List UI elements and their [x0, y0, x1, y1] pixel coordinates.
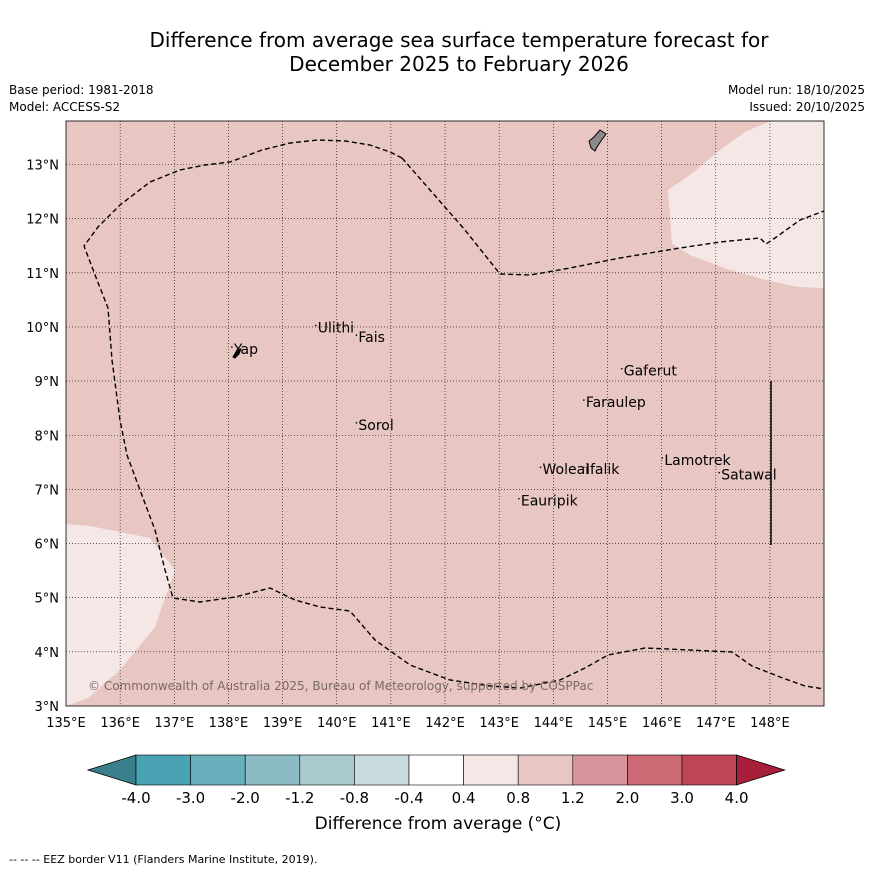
graticule: [66, 121, 824, 706]
lon-tick-label: 138°E: [209, 716, 249, 731]
place-marker: [231, 346, 233, 348]
place-marker: [355, 422, 358, 424]
place-marker: [583, 399, 585, 401]
colorbar-bin: [627, 754, 683, 786]
meta-right: Model run: 18/10/2025 Issued: 20/10/2025: [728, 82, 865, 116]
lat-tick-label: 13°N: [26, 159, 59, 174]
lon-tick-label: 143°E: [479, 716, 519, 731]
colorbar-bin: [517, 754, 574, 786]
colorbar-bin: [572, 754, 628, 786]
colorbar-bin: [135, 754, 191, 786]
issued-date: Issued: 20/10/2025: [749, 100, 865, 114]
lat-tick-label: 3°N: [35, 700, 60, 715]
place-marker: [661, 457, 664, 459]
place-label-ifalik: Ifalik: [586, 462, 620, 478]
colorbar-title: Difference from average (°C): [314, 814, 562, 834]
lon-tick-label: 145°E: [588, 716, 628, 731]
lat-tick-label: 12°N: [26, 213, 59, 228]
colorbar-tick-label: -3.0: [176, 789, 205, 807]
place-marker: [620, 367, 623, 370]
place-label-lamotrek: Lamotrek: [664, 453, 731, 469]
eez-border-main: [83, 139, 825, 690]
colorbar-bin: [681, 754, 737, 786]
colorbar-tick-label: -2.0: [231, 789, 260, 807]
lon-tick-label: 141°E: [371, 716, 411, 731]
lat-tick-label: 8°N: [35, 429, 60, 444]
colorbar-tick-label: -4.0: [121, 789, 150, 807]
colorbar-tick-label: 1.2: [561, 789, 585, 807]
colorbar-tick-label: 0.4: [452, 789, 476, 807]
guam-island: [588, 129, 607, 152]
colorbar-tick-label: 3.0: [670, 789, 694, 807]
model-name: Model: ACCESS-S2: [9, 100, 121, 114]
place-label-sorol: Sorol: [358, 418, 393, 434]
anomaly-region-sw: [66, 524, 175, 706]
place-label-faraulep: Faraulep: [586, 395, 646, 411]
colorbar-tick-label: 2.0: [615, 789, 639, 807]
lon-tick-label: 140°E: [317, 716, 357, 731]
lon-tick-label: 137°E: [155, 716, 195, 731]
colorbar-tick-label: -0.4: [394, 789, 423, 807]
lat-tick-label: 9°N: [35, 375, 60, 390]
map-frame: [65, 120, 825, 707]
meta-left: Base period: 1981-2018 Model: ACCESS-S2: [9, 82, 154, 116]
lat-tick-label: 6°N: [35, 538, 60, 553]
lat-tick-label: 10°N: [26, 321, 59, 336]
lon-tick-label: 142°E: [425, 716, 465, 731]
colorbar-bin: [299, 754, 355, 786]
place-label-eauripik: Eauripik: [521, 494, 579, 510]
colorbar-bin: [244, 754, 301, 786]
base-period: Base period: 1981-2018: [9, 83, 154, 97]
anomaly-region-ne: [668, 121, 824, 288]
place-label-woleai: Woleai: [543, 462, 590, 478]
place-label-fais: Fais: [358, 330, 385, 346]
colorbar: -4.0 -3.0 -2.0 -1.2 -0.8 -0.4 0.4 0.8 1.2 2.0 3.0 4…: [86, 754, 786, 807]
colorbar-bin: [354, 754, 410, 786]
axes-labels: 135°E 136°E 137°E 138°E 139°E 140°E 141°E 142°E…: [26, 159, 789, 732]
lon-tick-label: 135°E: [46, 716, 86, 731]
eez-border-north: [401, 157, 825, 276]
colorbar-low-extend: [86, 754, 137, 786]
place-marker: [355, 334, 358, 336]
lon-tick-label: 139°E: [263, 716, 303, 731]
yap-island: [232, 348, 242, 359]
place-label-yap: Yap: [233, 342, 258, 358]
colorbar-tick-label: 4.0: [725, 789, 749, 807]
lat-tick-label: 4°N: [35, 646, 60, 661]
copyright-text: © Commonwealth of Australia 2025, Bureau…: [88, 679, 593, 693]
lon-tick-label: 136°E: [100, 716, 140, 731]
footnote: -- -- -- EEZ border V11 (Flanders Marine…: [9, 853, 318, 866]
place-marker: [539, 466, 542, 469]
lon-tick-label: 144°E: [534, 716, 574, 731]
colorbar-tick-label: -1.2: [285, 789, 314, 807]
colorbar-tick-label: -0.8: [340, 789, 369, 807]
place-marker: [518, 497, 520, 500]
lat-tick-label: 7°N: [35, 483, 60, 498]
title-line-1: Difference from average sea surface temp…: [149, 28, 769, 52]
colorbar-high-extend: [736, 754, 786, 786]
colorbar-bin: [190, 754, 246, 786]
lon-tick-label: 147°E: [696, 716, 736, 731]
place-marker: [583, 466, 585, 469]
model-run: Model run: 18/10/2025: [727, 83, 865, 97]
colorbar-bin: [408, 754, 464, 786]
place-label-ulithi: Ulithi: [318, 320, 354, 336]
place-label-satawal: Satawal: [721, 468, 776, 484]
lat-tick-label: 11°N: [26, 267, 59, 282]
lon-tick-label: 148°E: [750, 716, 790, 731]
place-label-gaferut: Gaferut: [624, 364, 678, 380]
chart-title: Difference from average sea surface temp…: [0, 28, 873, 76]
colorbar-tick-label: 0.8: [506, 789, 530, 807]
lat-tick-label: 5°N: [35, 592, 60, 607]
place-marker: [718, 471, 721, 474]
lon-tick-label: 146°E: [642, 716, 682, 731]
title-line-2: December 2025 to February 2026: [289, 52, 629, 76]
colorbar-bin: [463, 754, 519, 786]
place-marker: [314, 324, 317, 327]
